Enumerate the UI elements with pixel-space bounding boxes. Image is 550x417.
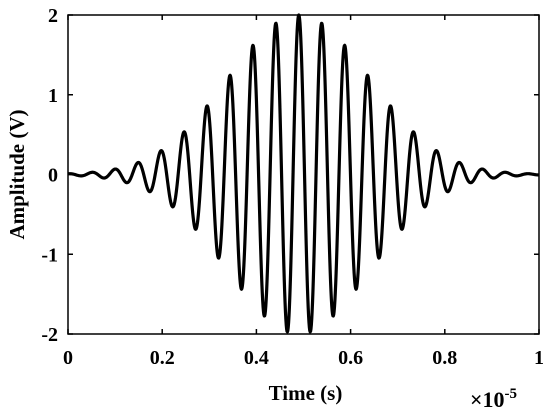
x-tick-label: 0.2 <box>150 347 175 369</box>
y-axis-label: Amplitude (V) <box>5 109 29 239</box>
y-tick-label: 0 <box>48 165 58 187</box>
y-tick-label: -2 <box>41 324 58 346</box>
y-axis-ticks: -2 -1 0 1 2 <box>41 5 539 346</box>
y-tick-label: -1 <box>41 244 58 266</box>
x-tick-label: 0 <box>63 347 73 369</box>
x-tick-label: 1 <box>534 347 544 369</box>
signal-line <box>66 13 541 334</box>
x-tick-label: 0.8 <box>432 347 457 369</box>
x-axis-exponent-power: -5 <box>505 386 518 402</box>
x-tick-label: 0.6 <box>338 347 363 369</box>
x-axis-exponent-base: ×10 <box>470 387 505 412</box>
x-axis-ticks: 0 0.2 0.4 0.6 0.8 1 <box>63 15 544 369</box>
plot-area <box>66 13 541 335</box>
y-tick-label: 2 <box>48 5 58 27</box>
x-tick-label: 0.4 <box>244 347 269 369</box>
y-tick-label: 1 <box>48 85 58 107</box>
x-axis-exponent: ×10-5 <box>470 386 517 412</box>
x-axis-label: Time (s) <box>269 381 343 405</box>
